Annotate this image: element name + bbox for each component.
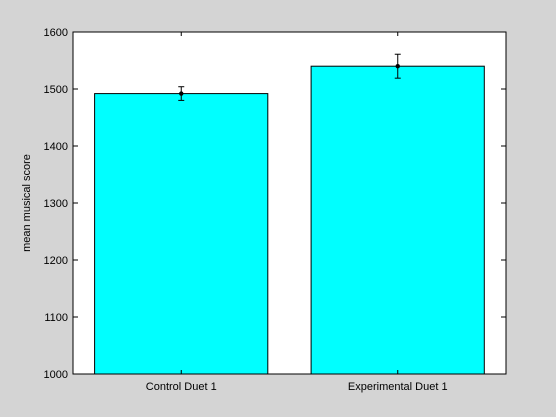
y-tick-label-2: 1200 — [44, 255, 68, 267]
y-tick-label-5: 1500 — [44, 84, 68, 96]
bar-1 — [310, 65, 485, 375]
plot-frame — [72, 31, 507, 375]
mean-point-0 — [179, 91, 184, 96]
mean-point-1 — [395, 63, 400, 69]
y-tick-label-1: 1100 — [44, 312, 68, 324]
bar-0 — [94, 93, 269, 375]
y-tick-label-4: 1400 — [44, 141, 68, 153]
x-tick-label-1: Experimental Duet 1 — [348, 381, 448, 393]
y-tick-label-3: 1300 — [44, 198, 68, 210]
y-tick-label-6: 1600 — [44, 27, 68, 39]
y-axis-label: mean musical score — [21, 154, 33, 252]
x-tick-label-0: Control Duet 1 — [146, 381, 217, 393]
y-tick-label-0: 1000 — [44, 369, 68, 381]
